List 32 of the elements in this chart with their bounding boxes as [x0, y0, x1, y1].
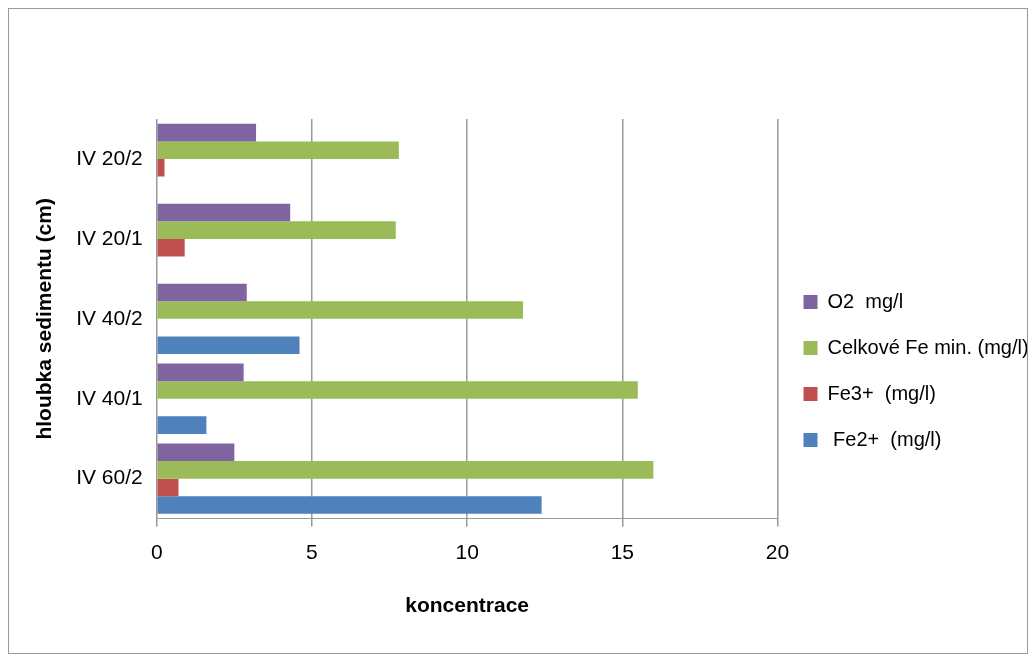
x-tick-label: 0 — [150, 540, 163, 563]
bar — [157, 158, 165, 177]
bar — [157, 416, 207, 434]
bar — [157, 301, 523, 319]
bar — [157, 443, 235, 462]
y-tick-label: IV 60/2 — [76, 465, 143, 489]
bar — [157, 203, 291, 222]
bar — [157, 336, 300, 354]
x-tick-label: 5 — [306, 540, 318, 563]
bar — [157, 496, 542, 514]
y-tick-label: IV 40/1 — [76, 385, 143, 409]
x-tick-label: 20 — [765, 540, 790, 563]
legend-label: Fe2+ (mg/l) — [827, 427, 942, 450]
bar — [157, 478, 179, 497]
x-tick-label: 15 — [610, 540, 634, 563]
x-tick-label: 10 — [455, 540, 479, 563]
bar — [157, 238, 185, 257]
y-tick-label: IV 40/2 — [76, 305, 143, 329]
y-axis-title: hloubka sedimentu (cm) — [32, 198, 56, 440]
legend-label: O2 mg/l — [827, 289, 904, 312]
bar — [157, 381, 638, 399]
bar — [157, 123, 257, 142]
legend-label: Celkové Fe min. (mg/l) — [827, 335, 1029, 358]
bar — [157, 221, 396, 239]
x-axis-title: koncentrace — [405, 593, 529, 617]
bar — [157, 363, 244, 382]
bar — [157, 283, 247, 302]
y-tick-label: IV 20/1 — [76, 225, 143, 249]
bar — [157, 141, 399, 159]
y-tick-label: IV 20/2 — [76, 145, 143, 169]
bar — [157, 461, 654, 479]
legend-label: Fe3+ (mg/l) — [827, 381, 936, 404]
